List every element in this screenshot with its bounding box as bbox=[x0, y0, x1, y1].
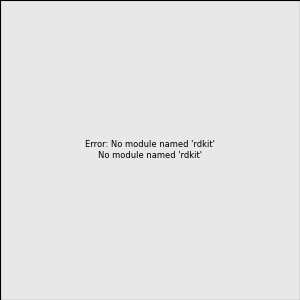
Text: Error: No module named 'rdkit'
No module named 'rdkit': Error: No module named 'rdkit' No module… bbox=[85, 140, 215, 160]
